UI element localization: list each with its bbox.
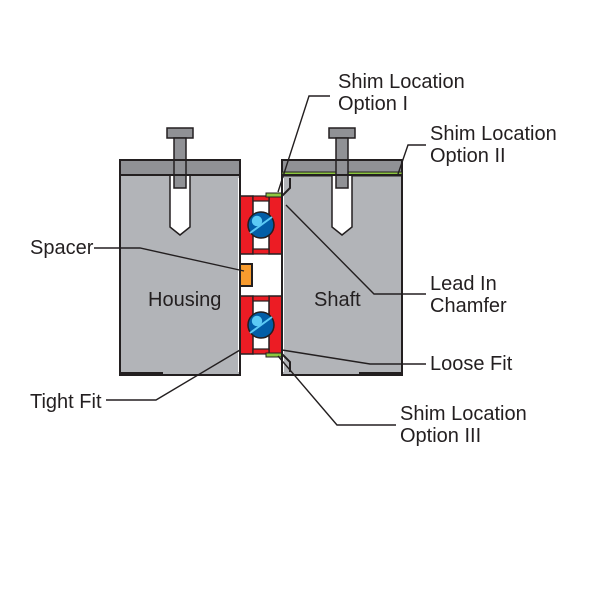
label-spacer: Spacer bbox=[30, 237, 94, 259]
bolt-shaft bbox=[336, 138, 348, 188]
bearing-cross-section-diagram: HousingShaftShim LocationOption IShim Lo… bbox=[0, 0, 600, 600]
bolt-shaft bbox=[174, 138, 186, 188]
label-shim1-line1: Shim Location bbox=[338, 71, 465, 93]
label-shim2-line1: Shim Location bbox=[430, 123, 557, 145]
bearing-bottom-race-bridge-top bbox=[253, 296, 269, 301]
label-loosefit: Loose Fit bbox=[430, 353, 513, 375]
bolt-head bbox=[167, 128, 193, 138]
shim-option-3 bbox=[266, 353, 282, 357]
housing-label: Housing bbox=[148, 289, 221, 311]
label-shim1-line2: Option I bbox=[338, 93, 408, 115]
spacer bbox=[240, 264, 252, 286]
label-shim3-line2: Option III bbox=[400, 425, 481, 447]
bolt-head bbox=[329, 128, 355, 138]
shim-option-1 bbox=[266, 193, 282, 197]
label-leadin-line1: Lead In bbox=[430, 273, 497, 295]
label-leadin-line2: Chamfer bbox=[430, 295, 507, 317]
label-tightfit: Tight Fit bbox=[30, 391, 102, 413]
label-shim2-line2: Option II bbox=[430, 145, 506, 167]
shaft-label: Shaft bbox=[314, 289, 361, 311]
bearing-top-race-bridge-bot bbox=[253, 249, 269, 254]
label-shim3-line1: Shim Location bbox=[400, 403, 527, 425]
